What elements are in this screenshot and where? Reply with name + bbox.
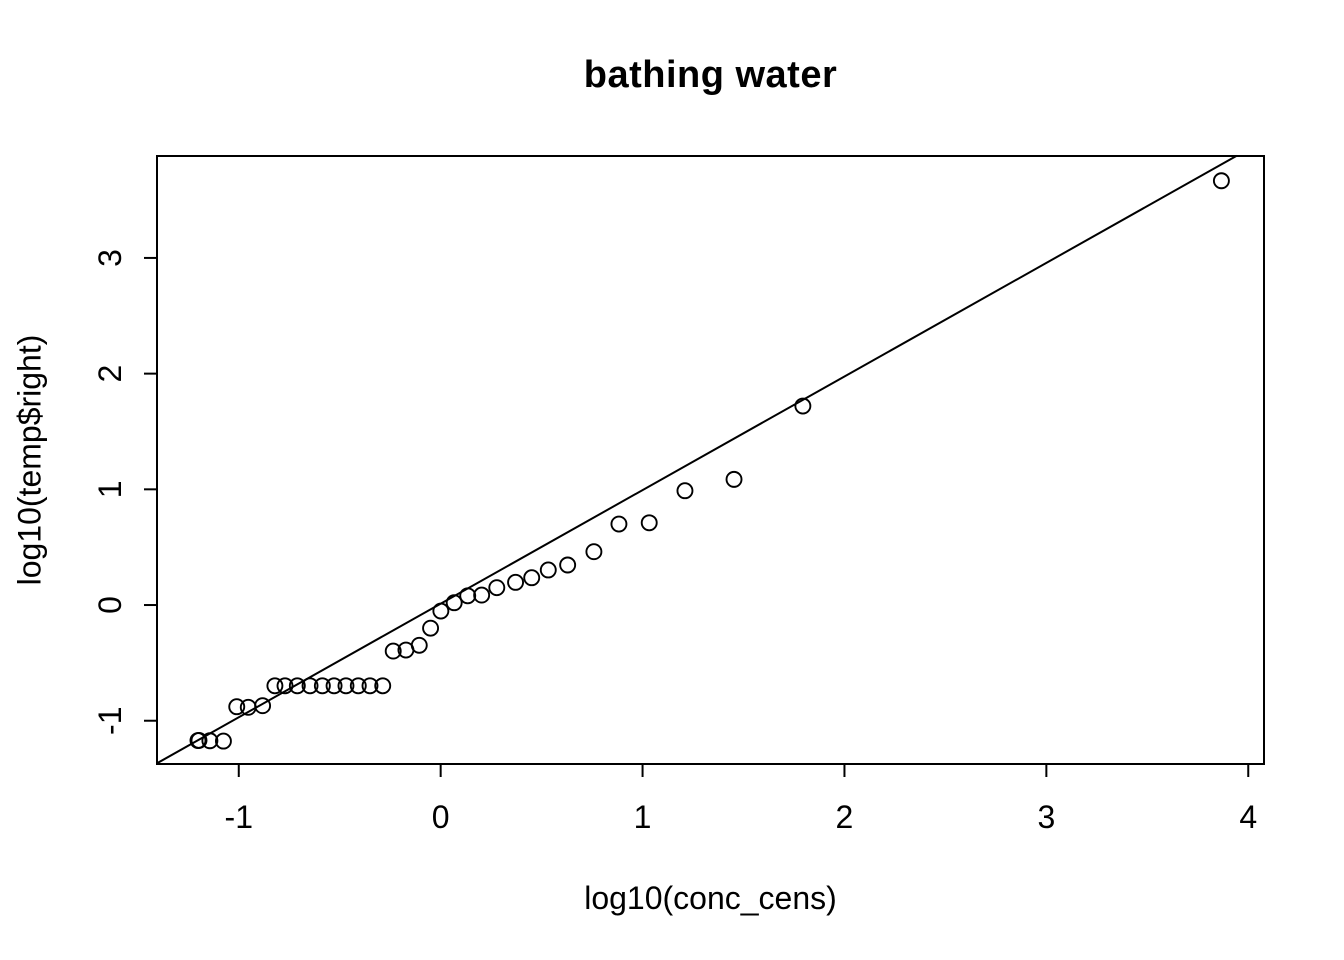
data-point: [325, 677, 343, 695]
data-point: [384, 642, 402, 660]
data-point: [313, 677, 331, 695]
data-point: [190, 731, 208, 749]
data-point: [349, 677, 367, 695]
x-tick-label: 1: [634, 799, 652, 835]
data-point: [585, 543, 603, 561]
data-point: [610, 515, 628, 533]
data-point: [523, 569, 541, 587]
data-point: [794, 397, 812, 415]
data-point: [459, 587, 477, 605]
y-tick-label: 1: [92, 480, 128, 498]
x-tick-label: 0: [432, 799, 450, 835]
data-point: [1212, 172, 1230, 190]
chart-title: bathing water: [583, 54, 838, 96]
x-tick-label: 4: [1239, 799, 1257, 835]
y-tick-label: 0: [92, 596, 128, 614]
x-tick-label: 2: [836, 799, 854, 835]
data-point: [254, 697, 272, 715]
data-point: [266, 677, 284, 695]
data-point: [676, 482, 694, 500]
data-point: [432, 602, 450, 620]
data-point: [488, 579, 506, 597]
x-tick-label: 3: [1037, 799, 1055, 835]
y-tick-label: 2: [92, 365, 128, 383]
data-point: [725, 470, 743, 488]
data-point: [276, 677, 294, 695]
data-point: [214, 732, 232, 750]
y-tick-label: -1: [92, 707, 128, 735]
data-point: [539, 561, 557, 579]
data-point: [201, 732, 219, 750]
reference-line: [156, 154, 1238, 765]
data-point: [374, 677, 392, 695]
data-point: [410, 636, 428, 654]
data-point: [228, 698, 246, 716]
data-point: [473, 586, 491, 604]
data-point: [422, 619, 440, 637]
x-axis-label: log10(conc_cens): [584, 880, 837, 916]
plot-box: [156, 155, 1265, 765]
y-tick-label: 3: [92, 249, 128, 267]
data-point: [301, 677, 319, 695]
data-point: [559, 556, 577, 574]
x-tick-label: -1: [225, 799, 253, 835]
data-point: [337, 677, 355, 695]
y-axis-label: log10(temp$right): [11, 334, 48, 586]
data-point: [361, 677, 379, 695]
data-point: [640, 514, 658, 532]
data-point: [288, 677, 306, 695]
data-point: [445, 594, 463, 612]
data-point: [507, 573, 525, 591]
